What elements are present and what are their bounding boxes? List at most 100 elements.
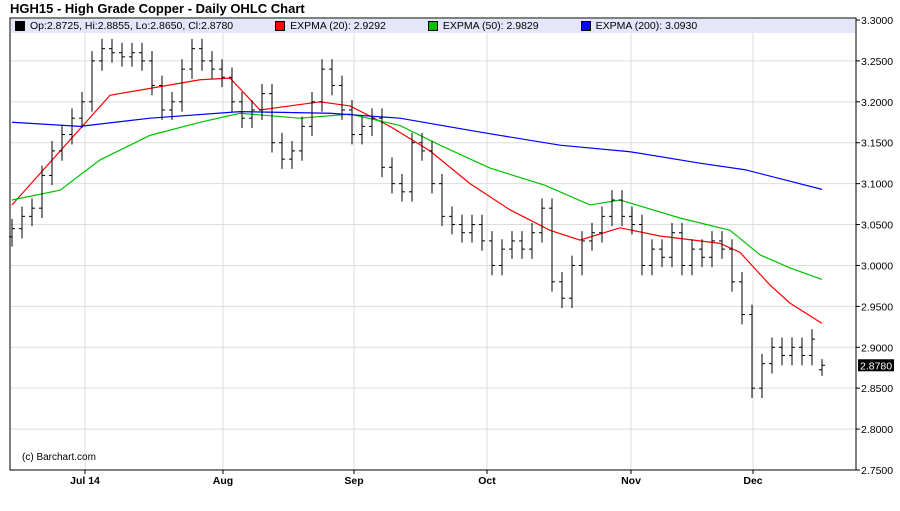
ohlc-bar bbox=[259, 83, 265, 120]
ohlc-bar bbox=[589, 222, 595, 251]
ohlc-bar bbox=[659, 239, 665, 268]
ohlc-bar bbox=[539, 198, 545, 243]
ema50-swatch-icon bbox=[427, 21, 438, 31]
ohlc-bar bbox=[439, 173, 445, 227]
ohlc-bar bbox=[399, 173, 405, 202]
ohlc-bar bbox=[569, 255, 575, 308]
ohlc-bar bbox=[809, 329, 815, 366]
y-tick-label: 2.7500 bbox=[861, 465, 893, 477]
ohlc-bar bbox=[159, 75, 165, 120]
ohlc-bar bbox=[629, 206, 635, 235]
ohlc-bar bbox=[619, 190, 625, 227]
ohlc-bar bbox=[19, 206, 25, 239]
ohlc-bar bbox=[709, 231, 715, 268]
ohlc-bar bbox=[379, 108, 385, 178]
ohlc-bar bbox=[299, 116, 305, 161]
ohlc-bar bbox=[319, 59, 325, 112]
ohlc-bar bbox=[129, 42, 135, 67]
ema-line-50 bbox=[11, 112, 823, 281]
y-tick-label: 3.2500 bbox=[861, 56, 893, 68]
ohlc-bar bbox=[579, 231, 585, 276]
ohlc-bar bbox=[279, 132, 285, 169]
legend: Op:2.8725, Hi:2.8855, Lo:2.8650, Cl:2.87… bbox=[11, 19, 855, 33]
plot-frame bbox=[9, 17, 857, 471]
ohlc-bar bbox=[759, 353, 765, 398]
ohlc-bar bbox=[389, 157, 395, 194]
ohlc-bar bbox=[249, 100, 255, 128]
ema20-swatch-icon bbox=[275, 21, 286, 31]
ohlc-bar bbox=[799, 337, 805, 366]
ohlc-bar bbox=[549, 198, 555, 292]
legend-ohlc: Op:2.8725, Hi:2.8855, Lo:2.8650, Cl:2.87… bbox=[11, 20, 233, 32]
ohlc-bar bbox=[289, 141, 295, 169]
ohlc-bar bbox=[819, 359, 825, 376]
ohlc-bar bbox=[69, 108, 75, 145]
ohlc-bar bbox=[489, 231, 495, 276]
y-tick-label: 2.9000 bbox=[861, 342, 893, 354]
ohlc-bar bbox=[469, 214, 475, 243]
ohlc-bar bbox=[529, 222, 535, 259]
ohlc-bar bbox=[449, 206, 455, 235]
ohlc-bar bbox=[349, 100, 355, 145]
ohlc-bar bbox=[509, 231, 515, 259]
ohlc-bar bbox=[309, 92, 315, 137]
ohlc-bar bbox=[39, 165, 45, 218]
ohlc-bar bbox=[9, 218, 15, 247]
legend-ema20-text: EXPMA (20): 2.9292 bbox=[290, 20, 386, 32]
ohlc-bar bbox=[559, 272, 565, 308]
ohlc-bar bbox=[499, 239, 505, 276]
ohlc-bar bbox=[329, 59, 335, 96]
ema-line-200 bbox=[11, 111, 823, 190]
legend-ohlc-text: Op:2.8725, Hi:2.8855, Lo:2.8650, Cl:2.87… bbox=[30, 20, 234, 32]
y-tick-label: 3.1500 bbox=[861, 138, 893, 150]
ohlc-bar bbox=[369, 108, 375, 137]
y-tick-label: 3.1000 bbox=[861, 179, 893, 191]
chart-title: HGH15 - High Grade Copper - Daily OHLC C… bbox=[10, 1, 305, 16]
ohlc-bar bbox=[179, 59, 185, 112]
legend-ema20: EXPMA (20): 2.9292 bbox=[271, 20, 386, 32]
y-tick-label: 3.0500 bbox=[861, 220, 893, 232]
ohlc-bar bbox=[119, 42, 125, 67]
ohlc-bar bbox=[269, 83, 275, 153]
ohlc-bar bbox=[779, 337, 785, 366]
ohlc-bar bbox=[239, 92, 245, 128]
y-tick-label: 2.8500 bbox=[861, 383, 893, 395]
x-tick-label: Aug bbox=[213, 475, 233, 487]
y-tick-label: 2.8000 bbox=[861, 424, 893, 436]
legend-ema50-text: EXPMA (50): 2.9829 bbox=[442, 20, 539, 32]
x-tick-label: Nov bbox=[621, 475, 641, 487]
ohlc-bar bbox=[769, 337, 775, 374]
legend-ema200-text: EXPMA (200): 3.0930 bbox=[595, 20, 698, 32]
y-tick-label: 3.2000 bbox=[861, 97, 893, 109]
ohlc-bar bbox=[719, 231, 725, 259]
ohlc-bar bbox=[729, 239, 735, 292]
ohlc-bar bbox=[609, 190, 615, 227]
ohlc-bar bbox=[99, 38, 105, 71]
ohlc-bar bbox=[789, 337, 795, 366]
ohlc-bar bbox=[49, 141, 55, 186]
last-price-box bbox=[858, 359, 894, 372]
y-tick-label: 3.3000 bbox=[861, 15, 893, 27]
ohlc-bar bbox=[479, 214, 485, 251]
legend-ema50: EXPMA (50): 2.9829 bbox=[424, 20, 539, 32]
ohlc-bar bbox=[599, 206, 605, 243]
ohlc-bar bbox=[459, 214, 465, 243]
ohlc-bar bbox=[359, 116, 365, 145]
ohlc-bar bbox=[29, 198, 35, 227]
ohlc-bar bbox=[679, 222, 685, 276]
ema-line-20 bbox=[11, 77, 823, 324]
ohlc-bar bbox=[79, 92, 85, 128]
x-tick-label: Oct bbox=[478, 475, 496, 487]
x-tick-label: Dec bbox=[743, 475, 762, 487]
ohlc-bar bbox=[189, 38, 195, 79]
ohlc-bar bbox=[149, 51, 155, 96]
ohlc-bar bbox=[419, 132, 425, 161]
ohlc-bar bbox=[89, 51, 95, 112]
y-tick-label: 2.9500 bbox=[861, 301, 893, 313]
ohlc-bar bbox=[649, 239, 655, 276]
y-tick-label: 3.0000 bbox=[861, 260, 893, 272]
ohlc-bar bbox=[339, 75, 345, 120]
ohlc-bar bbox=[219, 59, 225, 88]
ohlc-bar bbox=[689, 239, 695, 276]
